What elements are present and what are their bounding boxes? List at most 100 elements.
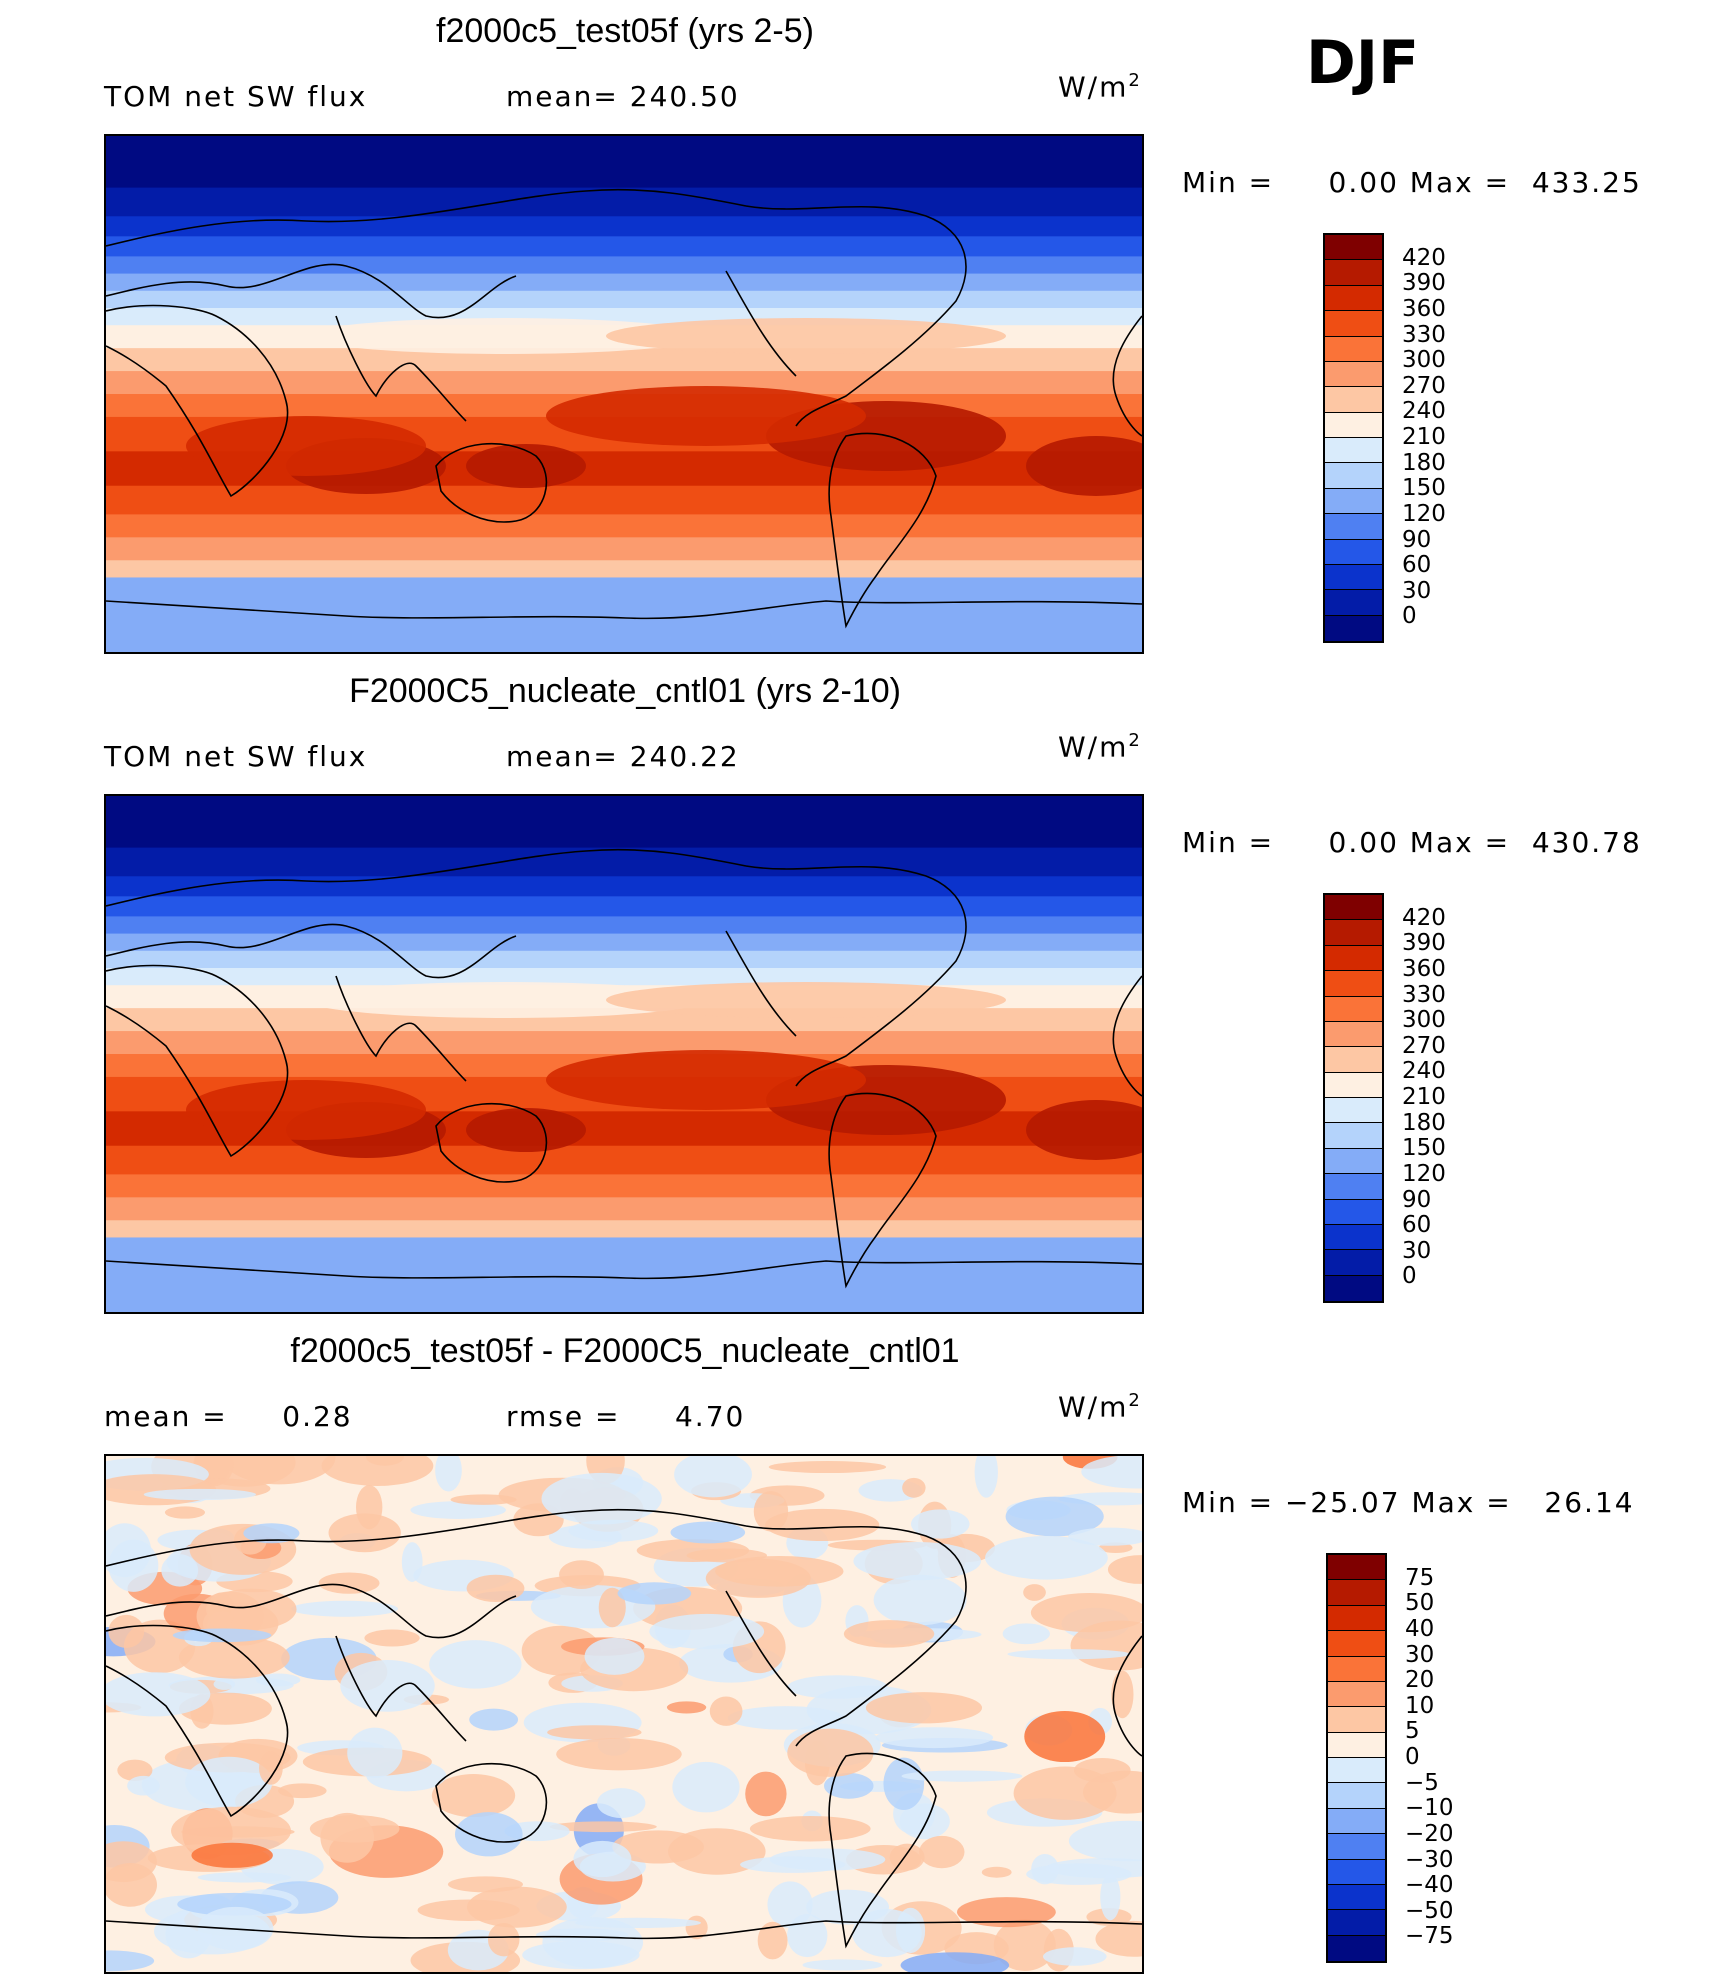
colorbar-cell	[1325, 1021, 1382, 1048]
panel2-colorbar	[1323, 893, 1384, 1303]
coastline-path	[1112, 1635, 1142, 1757]
flux-band	[106, 933, 1142, 952]
colorbar-tick-label: 0	[1402, 603, 1417, 630]
diff-patch	[178, 1636, 290, 1679]
panel2-colorbar-labels: 420 390 360 330 300 270 240 210 180 150 120 90 60 30 0	[1402, 893, 1502, 1303]
colorbar-cell	[1325, 1174, 1382, 1200]
diff-patch	[584, 1637, 645, 1675]
colorbar-tick-label: 30	[1405, 1641, 1435, 1668]
diff-patch	[568, 1519, 659, 1542]
panel3-mean: mean = 0.28	[104, 1400, 353, 1433]
diff-patch	[865, 1692, 983, 1724]
colorbar-cell	[1325, 1047, 1382, 1073]
diff-patch	[753, 1491, 789, 1532]
coastline-path	[106, 964, 289, 1158]
colorbar-tick-label: 120	[1402, 500, 1446, 527]
colorbar-tick-label: −40	[1405, 1872, 1454, 1899]
flux-band	[106, 371, 1142, 395]
diff-patch	[574, 1917, 702, 1929]
colorbar-tick-label: −30	[1405, 1846, 1454, 1873]
panel3-units: W/m2	[1058, 1390, 1142, 1424]
diff-patch	[143, 1488, 257, 1501]
diff-patch	[454, 1812, 523, 1857]
diff-patch	[598, 1587, 626, 1628]
flux-band	[106, 847, 1142, 878]
diff-patch	[727, 1706, 845, 1730]
colorbar-tick-label: 120	[1402, 1160, 1446, 1187]
diff-patch	[1081, 1456, 1142, 1489]
diff-patch	[355, 1485, 383, 1530]
diff-patch	[875, 1727, 994, 1749]
coastline-path	[1112, 975, 1142, 1097]
panel3-colorbar-labels: 75 50 40 30 20 10 5 0 −5 −10 −20 −30 −40 −50 −75	[1405, 1553, 1505, 1963]
diff-patch	[435, 1456, 462, 1492]
colorbar-cell	[1328, 1656, 1385, 1682]
diff-patch	[889, 1843, 925, 1871]
diff-patch	[765, 1508, 880, 1542]
panel1-mean: mean= 240.50	[506, 80, 740, 113]
colorbar-cell	[1328, 1758, 1385, 1784]
diff-patch	[549, 1821, 657, 1833]
coastline-path	[435, 442, 548, 523]
diff-patch	[709, 1696, 743, 1726]
flux-band	[106, 216, 1142, 238]
colorbar-tick-label: 420	[1402, 244, 1446, 271]
diff-patch	[541, 1472, 662, 1525]
diff-patch	[883, 1757, 925, 1810]
colorbar-cell	[1328, 1834, 1385, 1860]
colorbar-cell	[1325, 235, 1382, 261]
colorbar-tick-label: −10	[1405, 1795, 1454, 1822]
diff-patch	[450, 1494, 517, 1505]
flux-blob	[1026, 436, 1142, 496]
colorbar-cell	[1325, 387, 1382, 413]
map-field-3	[106, 1456, 1142, 1972]
diff-patch	[787, 1728, 874, 1777]
panel1-variable: TOM net SW flux	[104, 80, 368, 113]
coastline-path	[106, 188, 747, 247]
colorbar-cell	[1325, 514, 1382, 540]
panel2-variable: TOM net SW flux	[104, 740, 368, 773]
flux-band	[106, 950, 1142, 969]
colorbar-cell	[1328, 1935, 1385, 1961]
flux-blob	[466, 1108, 586, 1152]
colorbar-tick-label: 330	[1402, 321, 1446, 348]
panel2-minmax: Min = 0.00 Max = 430.78	[1182, 826, 1642, 859]
diff-patch	[466, 1574, 525, 1603]
diff-patch	[106, 1950, 155, 1972]
colorbar-cell	[1325, 615, 1382, 641]
flux-blob	[1026, 1100, 1142, 1160]
diff-patch	[417, 1899, 520, 1921]
coastlines	[106, 188, 1142, 629]
panel2-title: F2000C5_nucleate_cntl01 (yrs 2-10)	[349, 672, 901, 710]
colorbar-tick-label: 180	[1402, 1109, 1446, 1136]
diff-patch	[617, 1582, 692, 1605]
flux-blob	[606, 982, 1006, 1018]
coastline-path	[106, 1624, 289, 1818]
diff-patch	[171, 1806, 292, 1856]
coastlines	[106, 1508, 1142, 1949]
colorbar-cell	[1325, 311, 1382, 337]
colorbar-cell	[1325, 1199, 1382, 1225]
colorbar-tick-label: −5	[1405, 1769, 1439, 1796]
flux-blob	[546, 386, 866, 446]
diff-patch	[597, 1788, 646, 1819]
diff-patch	[429, 1640, 522, 1689]
diff-patch	[1095, 1920, 1142, 1957]
panel2-map	[104, 794, 1144, 1314]
colorbar-cell	[1325, 895, 1382, 921]
colorbar-cell	[1325, 1123, 1382, 1149]
flux-band	[106, 273, 1142, 292]
panel2-mean: mean= 240.22	[506, 740, 740, 773]
flux-band	[106, 236, 1142, 258]
colorbar-tick-label: 240	[1402, 398, 1446, 425]
flux-blob	[306, 982, 706, 1018]
panel3-colorbar	[1326, 1553, 1387, 1963]
diff-patch	[919, 1835, 965, 1869]
coastline-path	[725, 1590, 797, 1697]
panel3-title: f2000c5_test05f - F2000C5_nucleate_cntl0…	[290, 1332, 960, 1370]
flux-band	[106, 968, 1142, 987]
colorbar-tick-label: −75	[1405, 1923, 1454, 1950]
coastline-path	[335, 315, 467, 422]
colorbar-cell	[1325, 590, 1382, 616]
colorbar-cell	[1328, 1859, 1385, 1885]
